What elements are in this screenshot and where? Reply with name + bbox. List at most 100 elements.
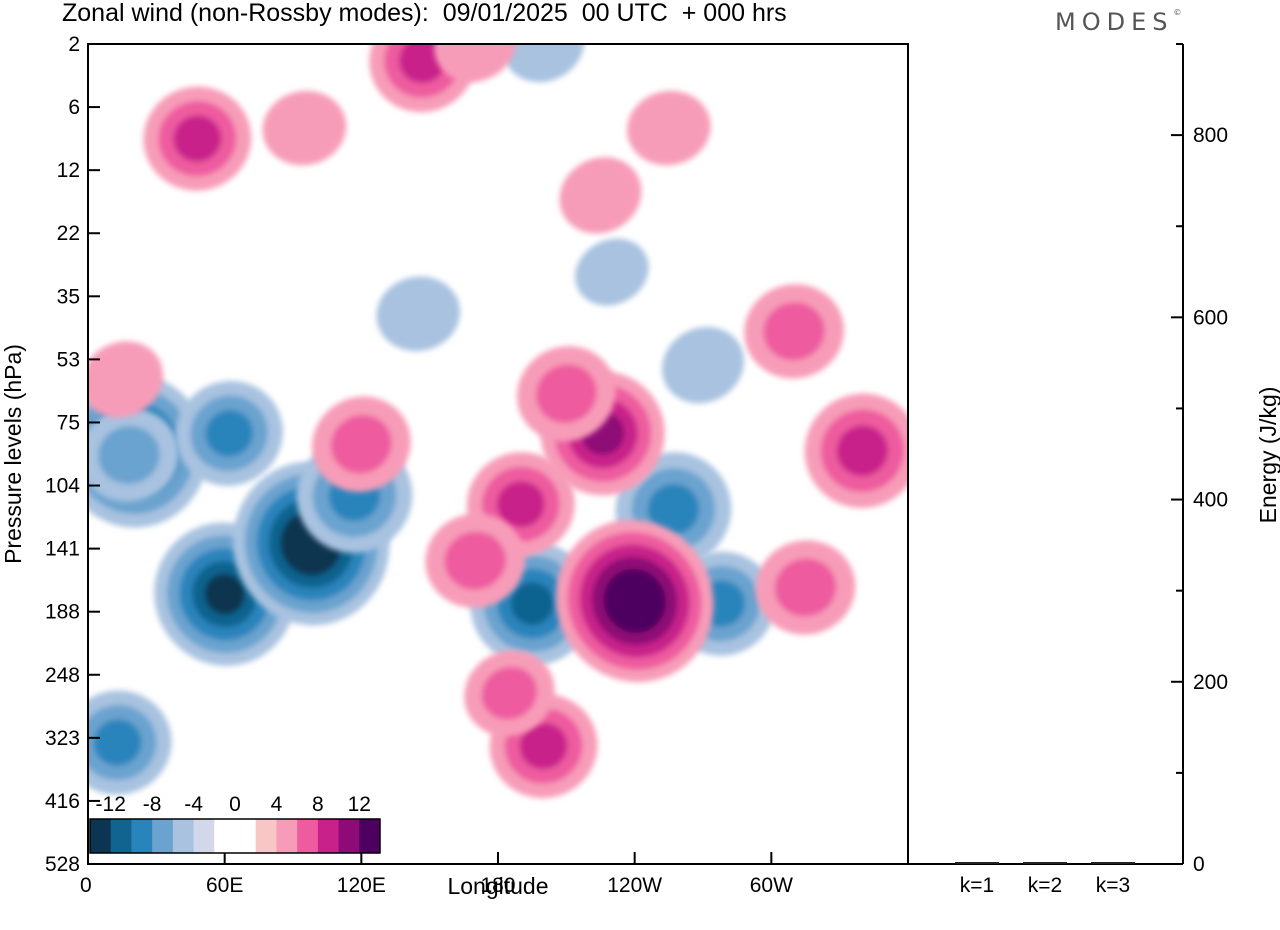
- wavenumber-label: k=3: [1096, 874, 1130, 897]
- colorbar-swatch: [152, 819, 174, 853]
- contour-band: [774, 558, 837, 617]
- contour-band: [559, 157, 642, 234]
- contour-band: [205, 410, 254, 457]
- contour-band: [627, 90, 711, 166]
- wind-feature: [88, 690, 172, 795]
- contour-band: [330, 414, 392, 474]
- contour-band: [434, 44, 517, 83]
- colorbar-swatch: [214, 819, 236, 853]
- wind-feature: [262, 90, 347, 166]
- contour-band: [173, 115, 222, 162]
- wind-feature: [464, 650, 555, 737]
- colorbar-swatch: [235, 819, 257, 853]
- energy-bar: [1023, 862, 1067, 864]
- colorbar: -12 -8 -4 0 4 8 12: [89, 793, 381, 854]
- longitude-tick-label: 60W: [750, 874, 793, 897]
- pressure-tick-label: 2: [68, 33, 80, 56]
- contour-band: [262, 90, 347, 166]
- wind-feature: [376, 276, 461, 352]
- contour-band: [662, 326, 744, 404]
- heatmap-panel: 2 6 12 22 35 53 75 104 141 188 248 323 416 528 0 60E 12…: [0, 33, 909, 899]
- colorbar-label: -4: [184, 793, 203, 816]
- longitude-tick-label: 60E: [206, 874, 243, 897]
- wavenumber-axis: k=1 k=2 k=3: [960, 874, 1130, 897]
- pressure-tick-label: 6: [68, 96, 80, 119]
- pressure-tick-label: 104: [45, 475, 80, 498]
- colorbar-swatch: [255, 819, 277, 853]
- contour-band: [98, 426, 160, 485]
- energy-bar: [955, 862, 999, 864]
- colorbar-swatch: [193, 819, 215, 853]
- pressure-tick-label: 323: [45, 727, 80, 750]
- wind-feature: [662, 326, 744, 404]
- contour-band: [647, 483, 700, 535]
- energy-tick-label: 0: [1193, 853, 1205, 876]
- wind-feature: [555, 519, 714, 683]
- heatmap-field: [88, 44, 908, 799]
- wind-feature: [804, 393, 908, 508]
- colorbar-swatch: [90, 819, 112, 853]
- contour-band: [615, 581, 654, 621]
- pressure-tick-label: 416: [45, 790, 80, 813]
- colorbar-label: 8: [312, 793, 324, 816]
- colorbar-swatch: [359, 819, 381, 853]
- energy-axis: 0 200 400 600 800: [1171, 43, 1228, 876]
- wind-feature: [425, 513, 526, 608]
- wind-feature: [434, 44, 517, 83]
- energy-tick-label: 400: [1193, 489, 1228, 512]
- pressure-tick-label: 35: [57, 285, 80, 308]
- pressure-tick-label: 12: [57, 159, 80, 182]
- y-axis-title: Pressure levels (hPa): [0, 344, 26, 564]
- energy-panel: 0 200 400 600 800 k=1 k=2 k=3 Energy (J/kg): [907, 43, 1280, 897]
- modes-logo: MODES©: [1055, 8, 1182, 36]
- colorbar-label: 12: [348, 793, 371, 816]
- contour-band: [93, 719, 142, 766]
- wavenumber-label: k=1: [960, 874, 994, 897]
- wind-feature: [755, 540, 856, 635]
- pressure-tick-label: 53: [57, 348, 80, 371]
- contour-band: [575, 238, 649, 306]
- wind-feature: [88, 407, 179, 503]
- pressure-tick-label: 75: [57, 411, 80, 434]
- wind-feature: [575, 238, 649, 306]
- colorbar-frame: [89, 818, 381, 854]
- pressure-tick-label: 528: [45, 853, 80, 876]
- longitude-axis: 0 60E 120E 180 120W 60W: [80, 852, 793, 897]
- wind-feature: [143, 86, 252, 191]
- colorbar-swatch: [338, 819, 360, 853]
- contour-band: [444, 531, 506, 590]
- contour-band: [481, 666, 538, 720]
- energy-bar: [1091, 862, 1135, 864]
- wind-feature: [559, 157, 642, 234]
- energy-bars: [955, 862, 1135, 864]
- wind-feature: [175, 380, 283, 486]
- wind-feature: [88, 341, 164, 418]
- colorbar-swatch: [172, 819, 195, 853]
- colorbar-label: 4: [271, 793, 283, 816]
- pressure-tick-label: 22: [57, 222, 80, 245]
- longitude-tick-label: 180: [480, 874, 515, 897]
- wind-feature: [502, 44, 585, 83]
- wind-feature: [627, 90, 711, 166]
- pressure-tick-label: 248: [45, 664, 80, 687]
- contour-band: [496, 481, 545, 528]
- longitude-tick-label: 120W: [607, 874, 662, 897]
- wind-feature: [311, 396, 411, 492]
- contour-band: [836, 425, 889, 477]
- contour-band: [376, 276, 461, 352]
- energy-tick-label: 800: [1193, 124, 1228, 147]
- x-axis-title: Longitude: [447, 873, 548, 899]
- wavenumber-label: k=2: [1028, 874, 1062, 897]
- contour-band: [510, 582, 554, 626]
- pressure-axis: 2 6 12 22 35 53 75 104 141 188 248 323 416 528: [45, 33, 100, 876]
- colorbar-swatch: [110, 819, 132, 853]
- contour-band: [519, 722, 568, 770]
- colorbar-label: -8: [143, 793, 162, 816]
- contour-band: [535, 364, 597, 424]
- colorbar-swatch: [276, 819, 298, 853]
- contour-band: [502, 44, 585, 83]
- energy-tick-label: 200: [1193, 671, 1228, 694]
- contour-band: [88, 341, 164, 418]
- colorbar-label: -12: [96, 793, 126, 816]
- contour-band: [763, 302, 825, 361]
